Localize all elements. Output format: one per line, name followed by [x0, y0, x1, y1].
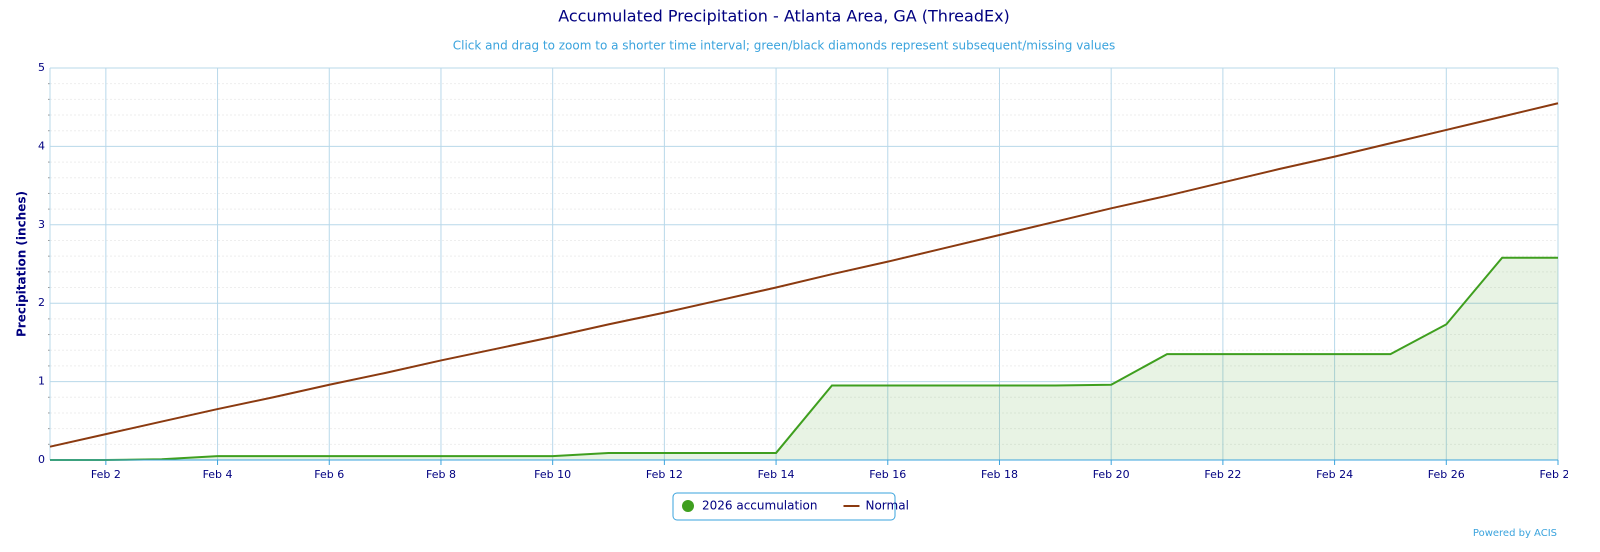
x-tick-label: Feb 22: [1204, 468, 1241, 481]
x-tick-label: Feb 8: [426, 468, 456, 481]
x-tick-label: Feb 14: [758, 468, 795, 481]
x-tick-label: Feb 20: [1093, 468, 1130, 481]
credit: Powered by ACIS: [1473, 528, 1557, 539]
legend: 2026 accumulation Normal: [672, 492, 909, 521]
series-area: [50, 257, 1558, 460]
y-tick-label: 2: [38, 296, 45, 309]
y-tick-label: 5: [38, 61, 45, 74]
x-tick-label: Feb 12: [646, 468, 683, 481]
y-tick-label: 0: [38, 453, 45, 466]
chart-title: Accumulated Precipitation - Atlanta Area…: [558, 7, 1010, 26]
series-line: [50, 256, 1558, 461]
chart-subtitle: Click and drag to zoom to a shorter time…: [453, 39, 1115, 53]
x-tick-label: Feb 16: [869, 468, 906, 481]
y-axis-label: Precipitation (inches): [15, 191, 29, 337]
y-tick-label: 1: [38, 375, 45, 388]
plot-area: 0 1 2 3 4 5 Feb 2 Feb 4 Feb 6 Feb 8 Feb 10 Feb 12 Fe…: [38, 61, 1577, 481]
legend-label: 2026 accumulation: [702, 499, 817, 513]
x-tick-label: Feb 4: [203, 468, 233, 481]
x-tick-label: Feb 10: [534, 468, 571, 481]
x-tick-label: Feb 2: [91, 468, 121, 481]
x-tick-label: Feb 6: [314, 468, 344, 481]
y-tick-label: 4: [38, 139, 45, 152]
legend-marker: [682, 500, 694, 512]
x-tick-label: Feb 26: [1428, 468, 1465, 481]
legend-box: [672, 492, 896, 521]
x-tick-label: Feb 18: [981, 468, 1018, 481]
x-tick-label: Feb 28: [1540, 468, 1577, 481]
series-line: [49, 102, 1559, 448]
x-tick-label: Feb 24: [1316, 468, 1353, 481]
legend-label: Normal: [865, 499, 908, 513]
y-tick-label: 3: [38, 218, 45, 231]
